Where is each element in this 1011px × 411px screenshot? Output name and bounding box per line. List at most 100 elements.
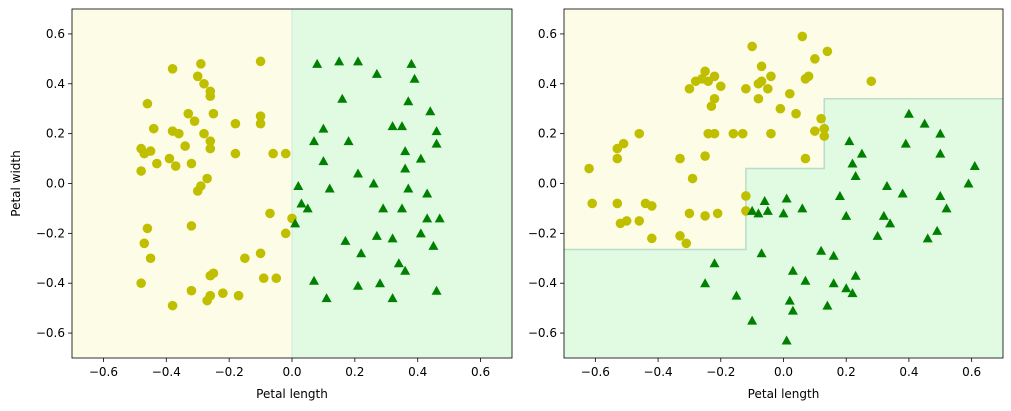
data-point-triangle <box>378 203 389 213</box>
y-axis-label: Petal width <box>9 150 23 216</box>
data-point-circle <box>255 56 266 67</box>
y-tick-label: 0.6 <box>538 27 557 41</box>
data-point-triangle <box>847 158 858 168</box>
data-point-circle <box>634 128 645 139</box>
data-point-triangle <box>903 108 914 118</box>
data-point-triangle <box>787 265 798 275</box>
data-point-triangle <box>935 148 946 158</box>
data-point-triangle <box>415 153 426 163</box>
data-point-circle <box>167 300 178 311</box>
data-point-triangle <box>415 228 426 238</box>
data-point-triangle <box>428 240 439 250</box>
data-point-triangle <box>290 218 301 228</box>
data-point-triangle <box>935 128 946 138</box>
data-point-triangle <box>434 213 445 223</box>
data-point-triangle <box>700 278 711 288</box>
data-point-circle <box>136 278 146 289</box>
left-panel: −0.6 −0.4 −0.2 0.0 0.2 0.4 0.6 −0.6 −0.4 −0.2 0.0… <box>9 8 513 401</box>
data-point-triangle <box>400 265 411 275</box>
y-tick-label: 0.0 <box>46 177 65 191</box>
region-class-1 <box>292 9 512 358</box>
data-point-triangle <box>422 188 433 198</box>
y-tick-label: −0.2 <box>36 226 65 240</box>
y-tick-label: −0.4 <box>36 276 65 290</box>
data-point-circle <box>756 61 767 72</box>
y-tick-label: 0.2 <box>46 127 65 141</box>
data-point-triangle <box>397 203 407 213</box>
data-point-triangle <box>353 168 363 178</box>
data-point-triangle <box>403 183 414 193</box>
data-point-triangle <box>762 205 773 215</box>
data-point-circle <box>265 208 275 219</box>
region-class-1 <box>564 98 1003 358</box>
data-point-triangle <box>781 335 792 345</box>
data-point-circle <box>199 78 209 89</box>
data-point-triangle <box>850 171 861 181</box>
data-point-triangle <box>753 208 764 218</box>
data-point-circle <box>684 83 695 94</box>
data-point-circle <box>709 93 720 104</box>
y-tick-label: −0.6 <box>36 326 65 340</box>
data-point-triangle <box>422 213 433 223</box>
data-point-circle <box>810 126 820 136</box>
data-point-triangle <box>318 156 329 166</box>
scatter-points <box>584 31 980 345</box>
data-point-triangle <box>828 278 839 288</box>
y-tick-label: 0.6 <box>46 27 65 41</box>
data-point-triangle <box>969 161 980 171</box>
data-point-circle <box>753 78 764 89</box>
data-point-circle <box>142 223 153 234</box>
data-point-circle <box>271 273 282 284</box>
data-point-triangle <box>431 126 442 136</box>
data-point-triangle <box>387 293 398 303</box>
data-point-triangle <box>850 270 861 280</box>
data-point-triangle <box>318 123 329 133</box>
data-point-circle <box>634 216 645 226</box>
data-point-triangle <box>309 275 319 285</box>
x-tick-label: 0.2 <box>837 365 856 379</box>
data-point-circle <box>152 158 162 169</box>
data-point-triangle <box>747 205 758 215</box>
data-point-circle <box>280 228 291 239</box>
y-tick-label: 0.2 <box>538 127 557 141</box>
data-point-circle <box>142 98 153 109</box>
data-point-triangle <box>393 258 404 268</box>
decision-regions <box>564 9 1003 358</box>
y-tick-label: 0.4 <box>538 77 557 91</box>
data-point-circle <box>766 128 776 139</box>
data-point-circle <box>584 163 594 174</box>
data-point-circle <box>675 153 685 164</box>
data-point-circle <box>775 103 786 114</box>
data-point-circle <box>255 248 266 259</box>
data-point-circle <box>192 71 203 82</box>
data-point-circle <box>189 116 200 126</box>
x-tick-label: 0.0 <box>282 365 301 379</box>
data-point-circle <box>712 208 723 219</box>
data-point-triangle <box>293 180 304 190</box>
data-point-triangle <box>747 315 758 325</box>
data-point-circle <box>174 128 184 139</box>
data-point-circle <box>186 158 197 169</box>
data-point-triangle <box>343 136 354 146</box>
data-point-triangle <box>878 210 889 220</box>
data-point-circle <box>706 101 717 112</box>
data-point-circle <box>700 151 710 161</box>
data-point-circle <box>205 290 216 301</box>
data-point-circle <box>866 76 877 87</box>
data-point-triangle <box>897 188 908 198</box>
data-point-circle <box>183 108 194 119</box>
x-axis-ticks: −0.6 −0.4 −0.2 0.0 0.2 0.4 0.6 <box>89 358 490 379</box>
data-point-triangle <box>302 203 313 213</box>
data-point-triangle <box>756 248 767 258</box>
data-point-triangle <box>321 293 332 303</box>
data-point-triangle <box>759 195 770 205</box>
decision-regions <box>72 9 512 358</box>
data-point-circle <box>167 64 178 74</box>
data-point-circle <box>822 46 833 57</box>
x-tick-label: 0.0 <box>774 365 793 379</box>
data-point-circle <box>208 268 219 279</box>
data-point-circle <box>280 148 291 159</box>
data-point-circle <box>145 253 156 264</box>
data-point-circle <box>791 108 801 119</box>
x-tick-label: −0.4 <box>152 365 181 379</box>
